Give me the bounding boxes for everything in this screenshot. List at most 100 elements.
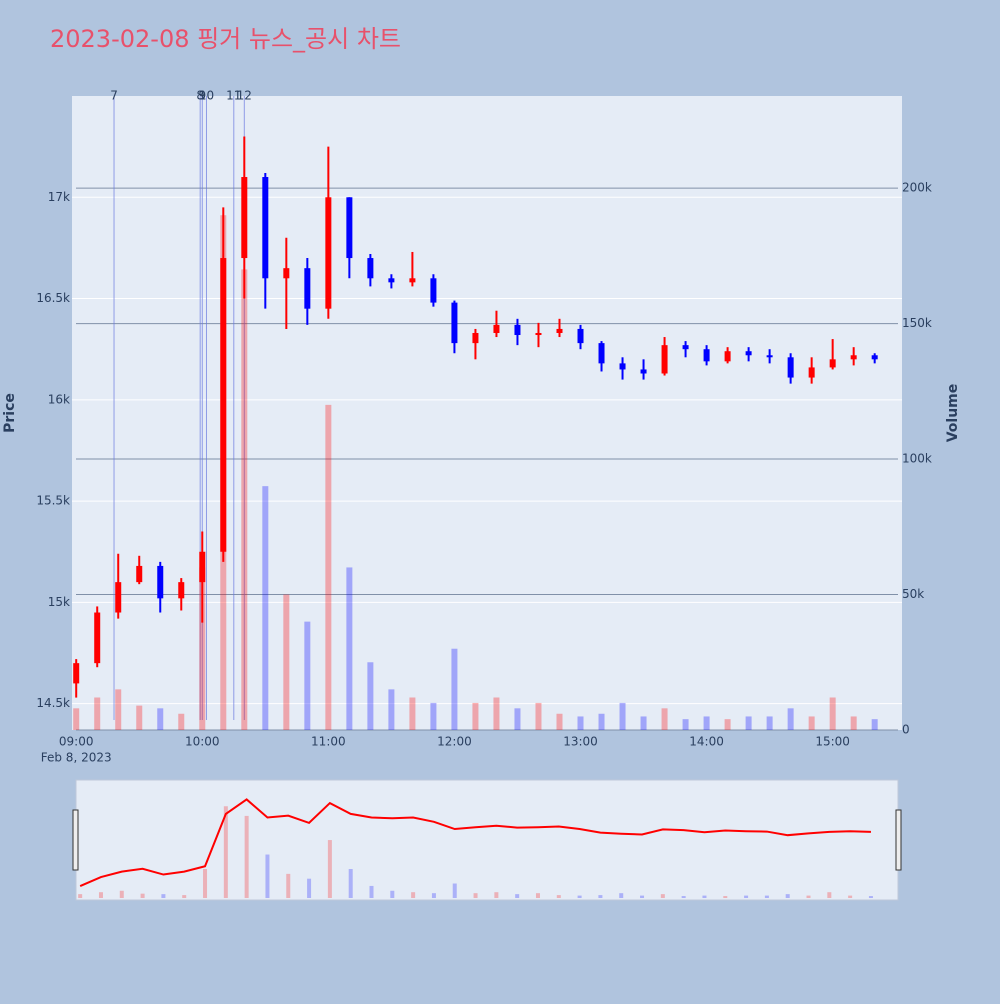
candle-body — [787, 357, 794, 378]
volume-bar — [409, 697, 416, 730]
y-tick-label: 17k — [48, 190, 70, 204]
volume-bar — [73, 708, 80, 730]
mini-volume-bar — [119, 890, 124, 898]
candle-body — [283, 268, 290, 279]
x-tick-label: 13:00 — [563, 735, 598, 749]
mini-volume-bar — [411, 892, 416, 898]
candle-body — [871, 355, 878, 360]
x-tick-label: 15:00 — [815, 735, 850, 749]
candle-body — [157, 565, 164, 599]
volume-bar — [766, 716, 773, 730]
mini-volume-bar — [494, 892, 499, 898]
volume-bar — [178, 713, 185, 730]
annotation-label: 7 — [110, 89, 118, 103]
candle-body — [241, 177, 248, 259]
range-handle-left[interactable] — [72, 809, 79, 871]
volume-bar — [472, 702, 479, 730]
volume-bar — [661, 708, 668, 730]
volume-bar — [451, 648, 458, 730]
annotation-label: 10 — [199, 89, 214, 103]
annotation-label: 9 — [198, 89, 206, 103]
candle-body — [514, 324, 521, 336]
candle-body — [115, 582, 122, 613]
mini-volume-bar — [556, 895, 561, 898]
mini-volume-bar — [369, 885, 374, 898]
volume-bar — [619, 702, 626, 730]
candle-body — [73, 663, 80, 684]
candle-body — [640, 369, 647, 374]
volume-bar — [94, 697, 101, 730]
mini-volume-bar — [203, 869, 208, 898]
mini-volume-bar — [681, 896, 686, 898]
candle-body — [598, 343, 605, 364]
volume-bar — [703, 716, 710, 730]
y-axis-title: Price — [2, 393, 18, 433]
mini-volume-bar — [640, 895, 645, 898]
candle-body — [703, 349, 710, 362]
chart-title: 2023-02-08 핑거 뉴스_공시 차트 — [50, 25, 401, 53]
candle-body — [94, 612, 101, 664]
candle-body — [325, 197, 332, 309]
mini-volume-bar — [431, 893, 436, 898]
volume-bar — [535, 702, 542, 730]
candle-body — [346, 197, 353, 259]
mini-volume-bar — [806, 895, 811, 898]
mini-volume-bar — [98, 892, 103, 898]
candle-body — [808, 367, 815, 378]
mini-volume-bar — [827, 892, 832, 898]
candle-body — [304, 268, 311, 309]
volume-bar — [283, 594, 290, 730]
mini-volume-bar — [535, 893, 540, 898]
volume-bar — [157, 708, 164, 730]
mini-volume-bar — [286, 873, 291, 898]
y2-tick-label: 50k — [902, 587, 924, 601]
volume-bar — [808, 716, 815, 730]
volume-bar — [430, 702, 437, 730]
mini-volume-bar — [619, 893, 624, 898]
range-handle-right[interactable] — [895, 809, 902, 871]
mini-volume-bar — [744, 895, 749, 898]
range-slider[interactable] — [75, 779, 899, 901]
mini-volume-bar — [848, 895, 853, 898]
mini-volume-bar — [348, 869, 353, 898]
mini-volume-bar — [390, 890, 395, 898]
mini-volume-bar — [244, 815, 249, 898]
candle-body — [661, 345, 668, 374]
candle-body — [829, 359, 836, 368]
candle-body — [409, 278, 416, 283]
mini-volume-bar — [473, 893, 478, 898]
annotation-label: 11 — [226, 89, 241, 103]
candle-body — [136, 565, 143, 583]
volume-bar — [262, 486, 269, 730]
mini-volume-bar — [161, 894, 166, 898]
mini-volume-bar — [327, 840, 332, 898]
mini-volume-bar — [702, 895, 707, 898]
mini-volume-bar — [182, 895, 187, 898]
volume-bar — [829, 697, 836, 730]
mini-volume-bar — [265, 854, 270, 898]
volume-bar — [241, 269, 248, 730]
mini-close-line — [79, 798, 871, 888]
x-date-label: Feb 8, 2023 — [41, 751, 112, 765]
y2-tick-label: 200k — [902, 181, 932, 195]
x-tick-label: 11:00 — [311, 735, 346, 749]
mini-volume-bar — [515, 894, 520, 898]
annotation-label: 12 — [237, 89, 252, 103]
volume-bar — [325, 404, 332, 730]
volume-bar — [598, 713, 605, 730]
x-tick-label: 10:00 — [185, 735, 220, 749]
candle-body — [220, 258, 227, 552]
volume-bar — [577, 716, 584, 730]
candle-body — [745, 351, 752, 356]
volume-bar — [556, 713, 563, 730]
mini-volume-bar — [307, 878, 312, 898]
candle-body — [535, 332, 542, 336]
candle-body — [178, 582, 185, 599]
candle-body — [556, 328, 563, 333]
volume-bar — [787, 708, 794, 730]
mini-volume-bar — [598, 895, 603, 898]
plot-area — [72, 96, 902, 730]
mini-volume-bar — [723, 896, 728, 898]
y2-tick-label: 100k — [902, 452, 932, 466]
